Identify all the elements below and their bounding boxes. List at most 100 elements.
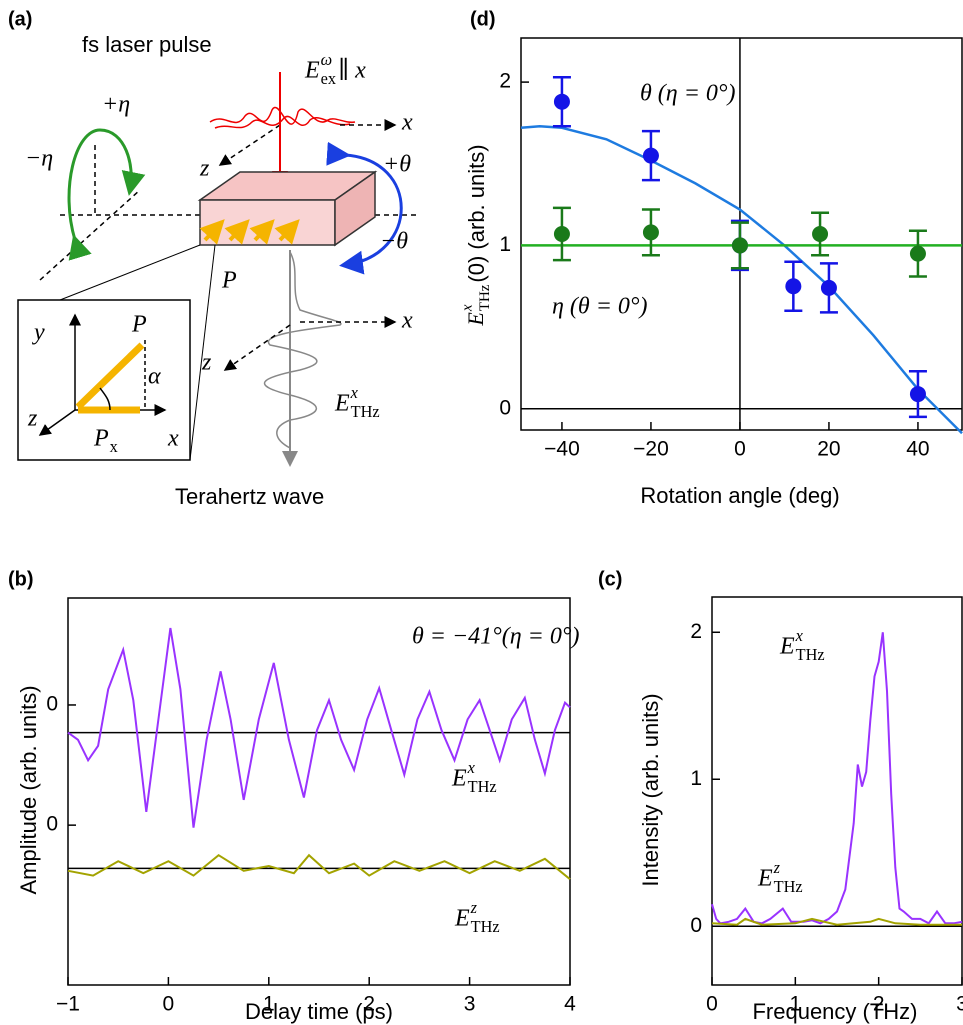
y-axis-label: Ex THz (0) (arb. units) <box>460 144 494 326</box>
plot-frame <box>67 597 571 986</box>
label-base: E <box>451 766 467 792</box>
point <box>642 147 659 164</box>
x-tick-label: −40 <box>544 438 580 461</box>
label-body: Amplitude (arb. units) <box>16 685 41 894</box>
series-line <box>67 627 571 828</box>
label-body: (d) <box>470 8 496 30</box>
x-axis-label: Frequency (THz) <box>752 999 917 1024</box>
label-text: y <box>32 320 45 346</box>
diagram-label: z <box>27 406 38 432</box>
plot-frame <box>711 596 963 986</box>
label-text: P <box>221 268 237 294</box>
point <box>909 386 926 403</box>
label-base: E <box>757 866 773 892</box>
panel-label: (a) <box>8 8 32 30</box>
label-body: (c) <box>598 568 622 590</box>
label-base: E <box>463 312 488 327</box>
label-sup: ω <box>321 50 333 69</box>
label-body: Frequency (THz) <box>752 999 917 1024</box>
label-text: Delay time (ps) <box>245 999 393 1024</box>
label-body: −θ <box>380 229 408 255</box>
point <box>731 237 748 254</box>
y-tick-label: 0 <box>690 914 702 937</box>
label-text: Terahertz wave <box>175 484 324 509</box>
label-body: y <box>32 320 45 346</box>
x-tick-label: −1 <box>56 993 80 1016</box>
chart-panel: 0 1 2 3 0 1 2 <box>690 596 963 1016</box>
label-sup: z <box>470 898 478 917</box>
label-sub: THz <box>471 917 500 936</box>
label-body: z <box>199 156 210 182</box>
label-text: z <box>27 406 38 432</box>
diagram-label: P <box>131 312 147 338</box>
x-axis-label: Rotation angle (deg) <box>640 483 839 508</box>
x-tick-label: 0 <box>706 993 718 1016</box>
point <box>820 279 837 296</box>
label-rest: (0) (arb. units) <box>464 144 489 282</box>
series-line <box>67 853 571 880</box>
label-text: Frequency (THz) <box>752 999 917 1024</box>
label-text: x <box>401 110 413 136</box>
label-text: η (θ = 0°) <box>552 294 647 320</box>
label-text: Rotation angle (deg) <box>640 483 839 508</box>
annotation: θ = −41°(η = 0°) <box>412 624 579 650</box>
point <box>909 245 926 262</box>
y-tick-label: 1 <box>499 233 511 256</box>
y-tick-label: 2 <box>690 620 702 643</box>
x-tick-label: 20 <box>817 438 840 461</box>
label-body: (b) <box>8 568 34 590</box>
diagram-label: Terahertz wave <box>175 484 324 509</box>
label-body: Terahertz wave <box>175 484 324 509</box>
label-body: x <box>167 426 179 452</box>
label-sup: z <box>773 858 781 877</box>
label-text: x <box>167 426 179 452</box>
label-base: E <box>454 906 470 932</box>
label-text: fs laser pulse <box>82 32 212 57</box>
x-tick-label: 2 <box>873 993 885 1016</box>
label-base: P <box>93 426 109 452</box>
label-body: fs laser pulse <box>82 32 212 57</box>
label-body: +η <box>102 92 130 118</box>
x-tick-label: 0 <box>163 993 175 1016</box>
label-body: (a) <box>8 8 32 30</box>
label-body: P <box>221 268 237 294</box>
label-sub: THz <box>477 284 493 311</box>
label-text: z <box>201 350 212 376</box>
diagram-label: fs laser pulse <box>82 32 212 57</box>
fit-line <box>520 124 963 435</box>
series-label: θ (η = 0°) <box>640 81 735 107</box>
series-line <box>711 917 962 926</box>
diagram-label: P <box>221 268 237 294</box>
diagram-label: x <box>401 308 413 334</box>
x-tick-label: 2 <box>363 993 375 1016</box>
label-body: −η <box>25 146 53 172</box>
diagram-label: −η <box>25 146 53 172</box>
point <box>553 93 570 110</box>
label-text: Amplitude (arb. units) <box>16 685 41 894</box>
label-sup: x <box>350 383 359 402</box>
label-text: −θ <box>380 229 408 255</box>
plot-frame <box>520 37 963 431</box>
x-tick-label: 0 <box>734 438 746 461</box>
point <box>785 278 802 295</box>
label-body: α <box>148 364 161 390</box>
label-text: θ = −41°(η = 0°) <box>412 624 579 650</box>
diagram-label: x <box>401 110 413 136</box>
label-sup: x <box>467 758 476 777</box>
label-body: θ (η = 0°) <box>640 81 735 107</box>
label-base: E <box>304 58 320 84</box>
label-body: x <box>401 308 413 334</box>
panel-label: (c) <box>598 568 622 590</box>
y-tick-label: 0 <box>499 396 511 419</box>
label-sub: THz <box>468 777 497 796</box>
label-text: z <box>199 156 210 182</box>
